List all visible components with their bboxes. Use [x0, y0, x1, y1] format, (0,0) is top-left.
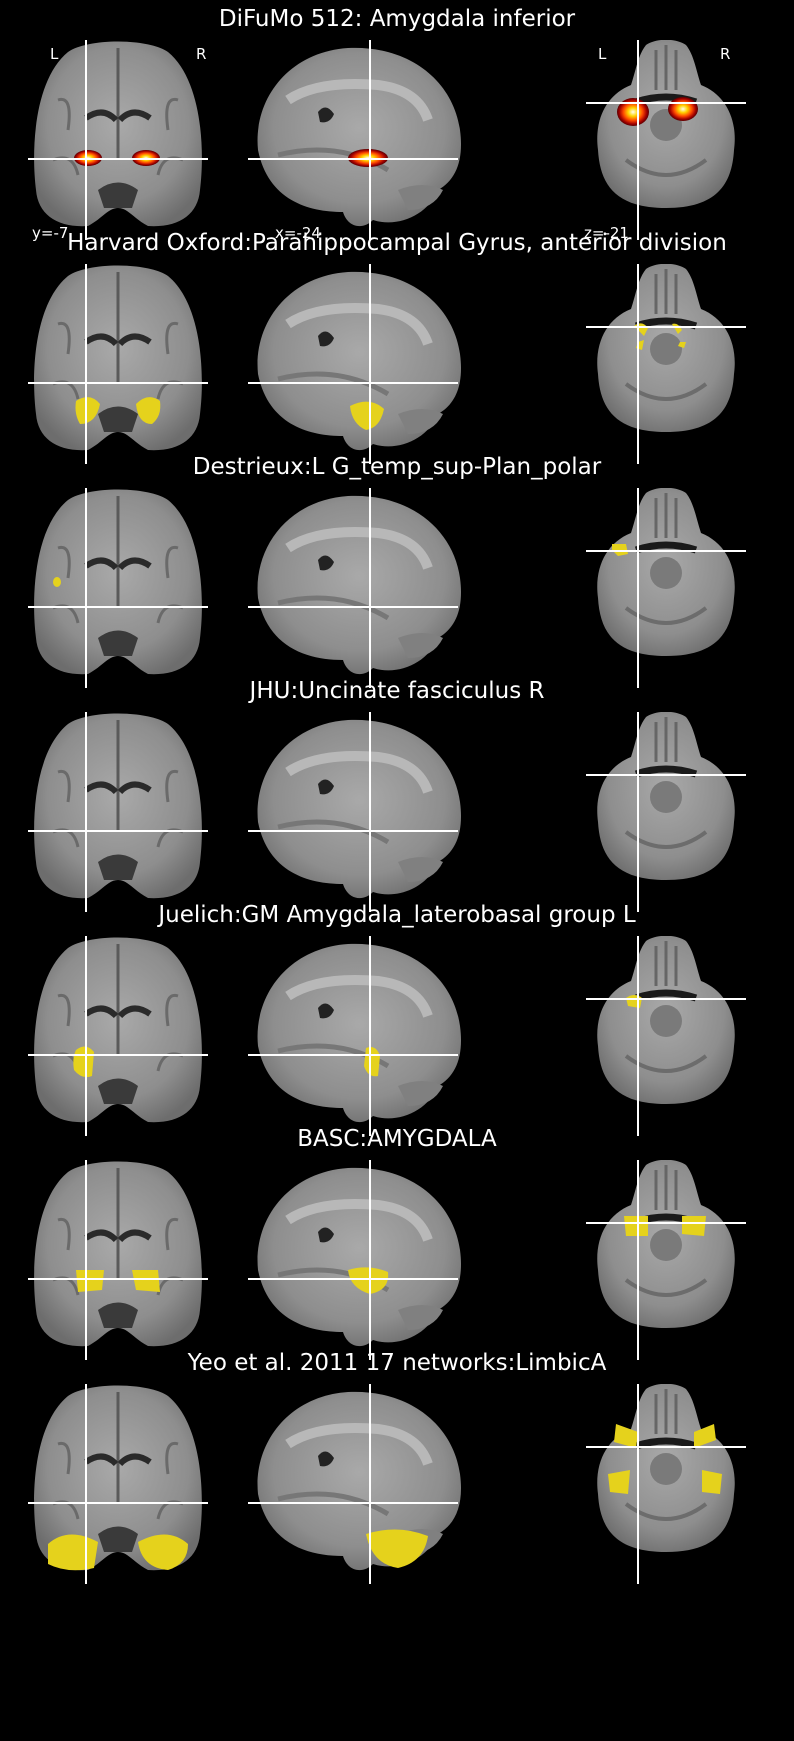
axial-view	[586, 264, 746, 464]
overlay-sagittal	[350, 401, 384, 430]
sagittal-view	[248, 264, 468, 464]
atlas-panel-2: Harvard Oxford:Parahippocampal Gyrus, an…	[0, 224, 794, 472]
overlay-region	[624, 1216, 648, 1236]
axial-view	[586, 488, 746, 688]
panel-title: Harvard Oxford:Parahippocampal Gyrus, an…	[67, 230, 727, 256]
axial-view	[586, 1160, 746, 1360]
atlas-panel-3: Destrieux:L G_temp_sup-Plan_polar	[0, 448, 794, 696]
cut-label-coronal: y=-7	[32, 224, 69, 242]
overlay-region	[48, 1534, 98, 1571]
sagittal-view	[248, 40, 468, 240]
overlay-region	[366, 1529, 428, 1568]
overlay-region	[76, 1270, 104, 1292]
axial-view	[586, 712, 746, 912]
overlay-region	[617, 98, 649, 126]
overlay-region	[678, 342, 686, 348]
overlay-region	[702, 1470, 722, 1494]
atlas-panel-5: Juelich:GM Amygdala_laterobasal group L	[0, 896, 794, 1144]
overlay-region	[136, 397, 161, 424]
overlay-region	[350, 401, 384, 430]
sagittal-view	[248, 488, 468, 688]
overlay-coronal	[76, 1270, 160, 1292]
panel-title: JHU:Uncinate fasciculus R	[249, 678, 545, 704]
panel-title: Destrieux:L G_temp_sup-Plan_polar	[192, 454, 602, 480]
atlas-panel-6: BASC:AMYGDALA	[0, 1120, 794, 1368]
overlay-axial	[624, 1216, 706, 1236]
overlay-axial	[626, 995, 642, 1008]
overlay-coronal	[73, 1046, 94, 1078]
overlay-region	[626, 995, 642, 1008]
sagittal-view	[248, 936, 468, 1136]
orientation-right-label-axial: R	[720, 45, 731, 63]
overlay-coronal	[53, 577, 61, 587]
coronal-view	[28, 264, 208, 464]
sagittal-view	[248, 1384, 468, 1584]
sagittal-view	[248, 1160, 468, 1360]
overlay-sagittal	[366, 1529, 428, 1568]
cut-label-sagittal: x=-24	[275, 224, 321, 242]
axial-view	[586, 40, 746, 240]
overlay-sagittal	[348, 1267, 389, 1294]
panel-title: BASC:AMYGDALA	[297, 1126, 497, 1152]
overlay-region	[614, 1424, 638, 1448]
overlay-region	[75, 397, 100, 424]
overlay-region	[138, 1534, 188, 1570]
orientation-left-label-axial: L	[598, 45, 607, 63]
axial-view	[586, 936, 746, 1136]
atlas-panel-7: Yeo et al. 2011 17 networks:LimbicA	[0, 1344, 794, 1592]
overlay-coronal	[75, 397, 161, 424]
cut-label-axial: z=-21	[584, 224, 629, 242]
overlay-region	[668, 97, 698, 121]
orientation-left-label-coronal: L	[50, 45, 59, 63]
coronal-view	[28, 40, 208, 240]
axial-view	[586, 1384, 746, 1584]
overlay-region	[348, 1267, 389, 1294]
overlay-region	[53, 577, 61, 587]
overlay-axial	[608, 1424, 722, 1494]
coronal-view	[28, 712, 208, 912]
overlay-region	[73, 1046, 94, 1078]
atlas-panel-1: DiFuMo 512: Amygdala inferior	[0, 0, 794, 248]
panel-title: DiFuMo 512: Amygdala inferior	[218, 6, 576, 32]
coronal-view	[28, 1384, 208, 1584]
panel-title: Yeo et al. 2011 17 networks:LimbicA	[187, 1350, 607, 1376]
overlay-region	[132, 1270, 160, 1292]
atlas-panel-4: JHU:Uncinate fasciculus R	[0, 672, 794, 920]
overlay-region	[608, 1470, 630, 1494]
panel-title: Juelich:GM Amygdala_laterobasal group L	[158, 902, 636, 928]
coronal-view	[28, 488, 208, 688]
sagittal-view	[248, 712, 468, 912]
overlay-region	[694, 1424, 716, 1448]
coronal-view	[28, 936, 208, 1136]
orientation-right-label-coronal: R	[196, 45, 207, 63]
coronal-view	[28, 1160, 208, 1360]
overlay-region	[682, 1216, 706, 1236]
